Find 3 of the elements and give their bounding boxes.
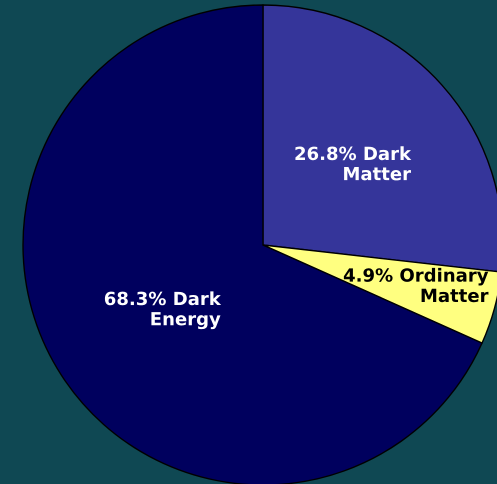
slice-label: 26.8% Dark Matter [295,146,412,180]
slice-label: 4.9% Ordinary Matter [344,268,488,302]
slice-label: 68.3% Dark Energy [104,291,222,330]
